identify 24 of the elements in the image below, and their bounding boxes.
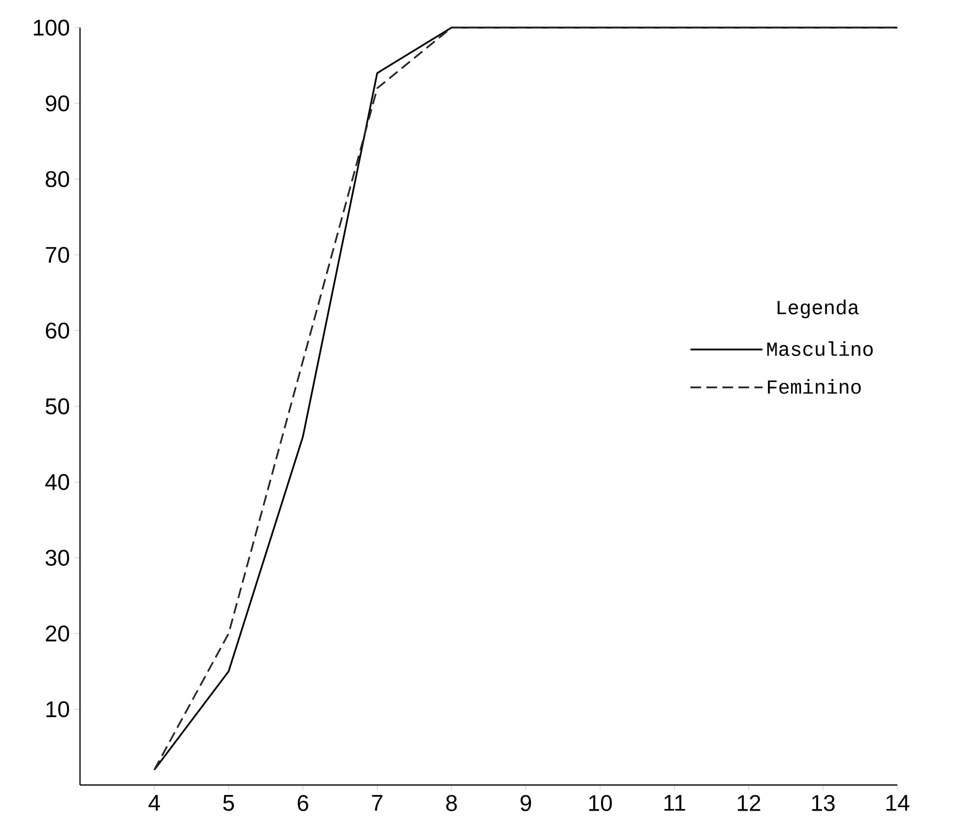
x-tick-label: 8	[446, 795, 457, 812]
x-tick-label: 5	[223, 795, 234, 811]
x-tick-label: 7	[372, 795, 382, 811]
y-tick-label: 40	[45, 474, 70, 490]
x-tick-label: 6	[298, 795, 308, 812]
x-tick-label: 9	[520, 795, 532, 812]
y-tick-label: 70	[46, 246, 70, 263]
y-tick-label: 30	[46, 550, 70, 566]
y-tick-label: 80	[46, 171, 70, 188]
y-tick-label: 60	[46, 322, 70, 339]
y-tick-label: 100	[34, 20, 70, 36]
x-tick-label: 14	[886, 795, 910, 811]
legend-title: Legenda	[778, 300, 859, 318]
x-tick-label: 12	[738, 795, 760, 811]
y-tick-label: 10	[46, 701, 70, 718]
x-tick-label: 11	[664, 795, 686, 811]
y-tick-label: 20	[46, 626, 70, 642]
x-tick-label: 10	[589, 795, 612, 812]
x-tick-label: 4	[148, 795, 160, 811]
x-tick-label: 13	[812, 795, 835, 812]
legend-label: Feminino	[768, 379, 861, 394]
y-tick-label: 50	[46, 398, 70, 414]
legend-label: Masculino	[767, 341, 873, 356]
y-tick-label: 90	[46, 95, 70, 112]
